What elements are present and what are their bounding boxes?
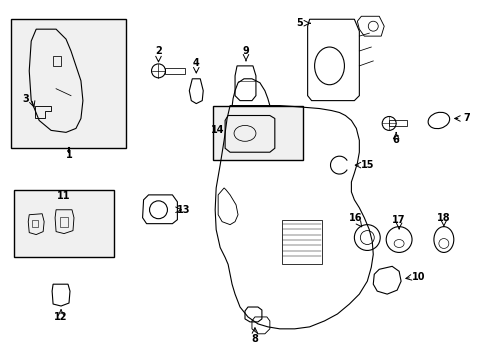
Text: 3: 3	[22, 94, 29, 104]
Text: 4: 4	[192, 58, 199, 68]
Text: 7: 7	[463, 113, 469, 123]
Text: 15: 15	[360, 160, 373, 170]
Text: 18: 18	[436, 213, 450, 223]
Text: 12: 12	[54, 312, 68, 322]
Text: 10: 10	[411, 272, 425, 282]
Text: 2: 2	[155, 46, 162, 56]
FancyBboxPatch shape	[11, 19, 125, 148]
Text: 6: 6	[392, 135, 399, 145]
Text: 16: 16	[348, 213, 362, 223]
Text: 1: 1	[65, 150, 72, 160]
Text: 14: 14	[211, 125, 224, 135]
Text: 9: 9	[242, 46, 249, 56]
Text: 11: 11	[57, 191, 71, 201]
Text: 8: 8	[251, 334, 258, 344]
Text: 13: 13	[176, 205, 190, 215]
FancyBboxPatch shape	[213, 105, 302, 160]
FancyBboxPatch shape	[14, 190, 114, 257]
Text: 5: 5	[296, 18, 303, 28]
Text: 17: 17	[391, 215, 405, 225]
